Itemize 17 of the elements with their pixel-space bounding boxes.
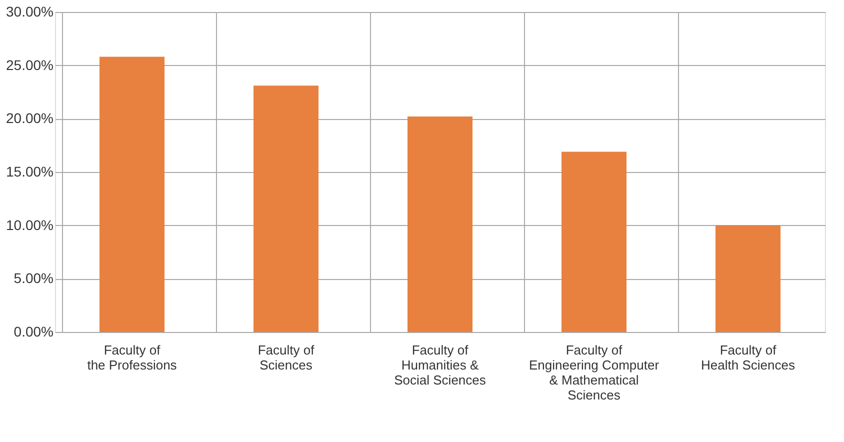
y-tick-label: 20.00% [6,110,54,126]
y-tick-label: 0.00% [14,324,54,340]
bar [716,225,780,332]
x-tick-label: Faculty of Sciences [258,342,315,372]
y-tick-label: 25.00% [6,56,54,73]
x-tick-label: Faculty of Humanities & Social Sciences [394,342,486,388]
y-tick-label: 10.00% [6,216,54,233]
y-tick-label: 30.00% [6,4,54,20]
bar [100,56,164,332]
y-tick-label: 15.00% [6,164,54,180]
bar [408,116,472,332]
bar [562,152,626,332]
x-tick-label: Faculty of Engineering Computer & Mathematical Sciences [528,342,660,402]
y-tick-label: 5.00% [14,270,54,286]
x-tick-label: Faculty of the Professions [87,342,178,372]
bar [254,86,318,332]
x-tick-label: Faculty of Health Sciences [701,342,796,372]
